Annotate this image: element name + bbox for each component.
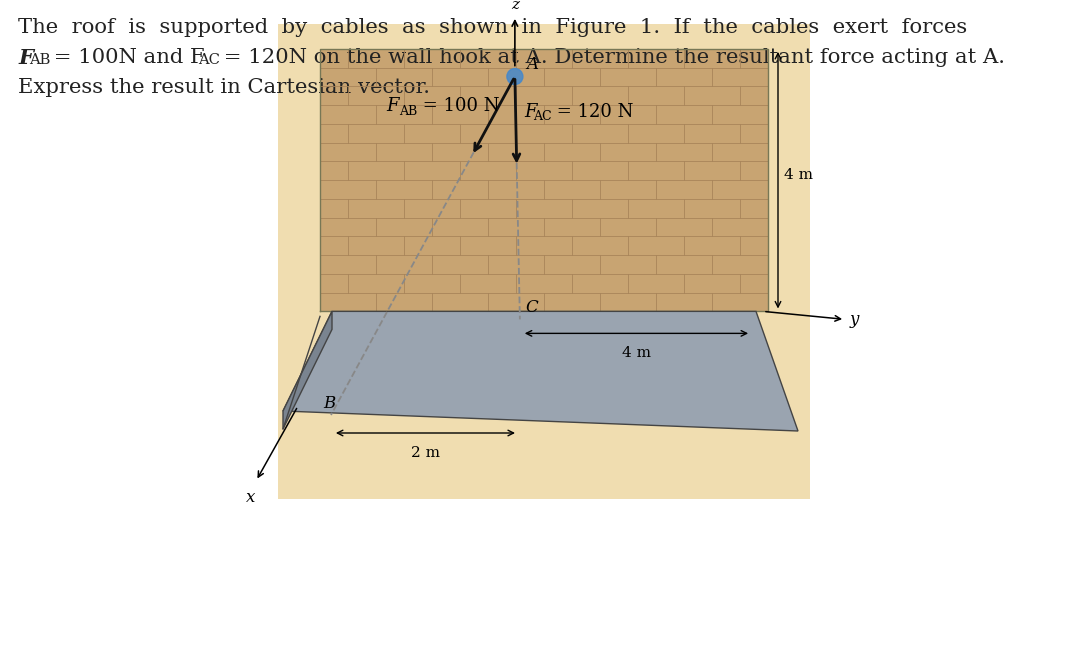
Text: F: F [524,103,536,120]
Text: AB: AB [29,53,50,67]
Text: x: x [246,489,256,506]
Text: AC: AC [198,53,220,67]
Text: = 100 N: = 100 N [417,97,500,115]
Bar [320,49,768,311]
Text: = 120 N: = 120 N [550,103,633,120]
Text: B: B [323,395,335,412]
Polygon shape [283,311,798,431]
Text: AB: AB [399,105,417,118]
Text: F: F [386,97,399,115]
Text: y: y [850,311,859,328]
Text: A: A [525,56,537,73]
Text: 2 m: 2 m [411,446,440,460]
Text: z: z [511,0,519,12]
Text: C: C [525,300,537,317]
Text: AC: AC [533,110,552,123]
Text: F: F [19,48,33,68]
Text: = 100N and F: = 100N and F [47,48,205,67]
Bar [278,24,810,499]
Text: = 120N on the wall hook at A. Determine the resultant force acting at A.: = 120N on the wall hook at A. Determine … [217,48,1005,67]
Text: Express the result in Cartesian vector.: Express the result in Cartesian vector. [19,78,429,97]
Circle shape [507,69,523,84]
Text: 4 m: 4 m [622,347,651,360]
Polygon shape [283,311,332,429]
Text: The  roof  is  supported  by  cables  as  shown  in  Figure  1.  If  the  cables: The roof is supported by cables as shown… [19,18,967,37]
Text: 4 m: 4 m [784,168,813,182]
